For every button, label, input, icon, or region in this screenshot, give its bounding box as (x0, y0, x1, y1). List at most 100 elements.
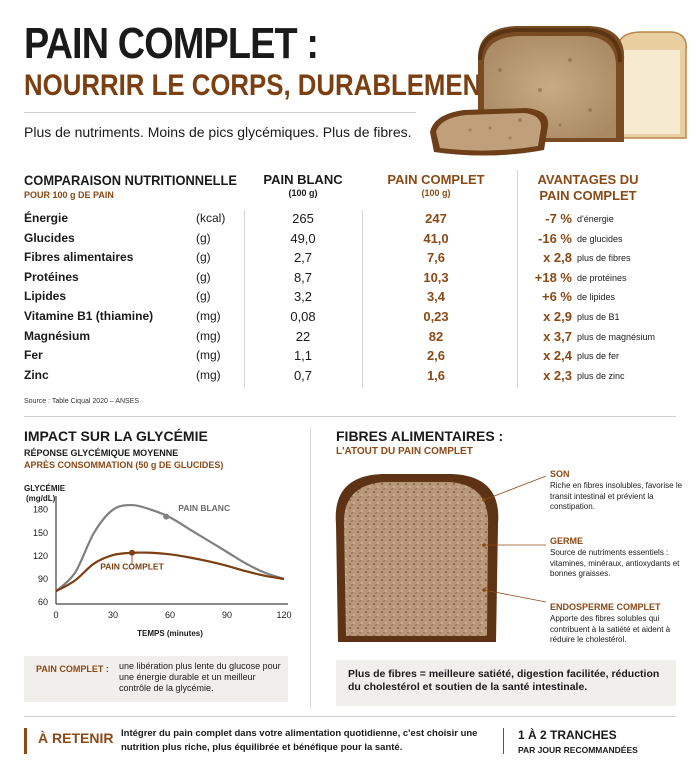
table-cell-whole-bread: 0,23 (423, 309, 449, 324)
table-cell-advantage-value: +18 % (534, 270, 572, 285)
table-row-unit: (g) (196, 270, 211, 284)
table-row-label: Zinc (24, 368, 49, 382)
table-row-label: Protéines (24, 270, 79, 284)
table-cell-white-bread: 0,08 (290, 309, 316, 324)
fibres-callout-text: Plus de fibres = meilleure satiété, dige… (348, 668, 660, 693)
table-per-unit: POUR 100 g DE PAIN (24, 190, 114, 200)
table-row-label: Magnésium (24, 329, 91, 343)
table-row-unit: (mg) (196, 329, 221, 343)
glycemia-callout-label: PAIN COMPLET : (36, 664, 109, 674)
table-cell-advantage-text: plus de zinc (577, 371, 625, 381)
table-row-label: Énergie (24, 211, 69, 225)
table-cell-advantage-value: -16 % (538, 231, 572, 246)
series-label-white-bread: PAIN BLANC (178, 503, 230, 513)
glycemia-chart: GLYCÉMIE (mg/dL) TEMPS (minutes) 60 90 120… (24, 484, 292, 638)
series-line-whole-bread (55, 551, 285, 593)
table-cell-advantage-text: de lipides (577, 292, 616, 302)
table-cell-advantage-value: x 3,7 (543, 329, 572, 344)
glycemia-callout-box (24, 656, 288, 702)
table-row-label: Fer (24, 348, 43, 362)
fibres-title: FIBRES ALIMENTAIRES : (336, 428, 504, 444)
fibre-part-text: Source de nutriments essentiels : vitami… (550, 548, 680, 578)
table-cell-white-bread: 3,2 (293, 289, 313, 304)
source-note: Source : Table Ciqual 2020 – ANSES (24, 398, 140, 405)
x-tick-label: 30 (108, 610, 118, 620)
series-marker (163, 513, 170, 520)
divider (24, 416, 676, 417)
table-cell-advantage-text: d'énergie (577, 214, 614, 224)
y-tick-label: 90 (38, 574, 48, 584)
fibre-part-text: Apporte des fibres solubles qui contribu… (550, 614, 671, 644)
table-cell-whole-bread: 7,6 (426, 250, 446, 265)
table-cell-white-bread: 49,0 (290, 231, 316, 246)
x-tick-label: 0 (53, 610, 58, 620)
bread-slice-illustration (335, 474, 499, 642)
table-cell-advantage-text: de protéines (577, 273, 627, 283)
table-cell-white-bread: 2,7 (293, 250, 313, 265)
key-takeaway-text: Intégrer du pain complet dans votre alim… (121, 728, 478, 753)
table-cell-white-bread: 8,7 (293, 270, 313, 285)
series-marker (129, 549, 135, 556)
table-cell-whole-bread: 247 (425, 211, 447, 226)
table-row-unit: (g) (196, 250, 211, 264)
table-cell-white-bread: 0,7 (293, 368, 313, 383)
y-tick-label: 150 (33, 528, 48, 538)
annotation-leader-lines (482, 475, 547, 603)
recommendation-subtext: PAR JOUR RECOMMANDÉES (518, 745, 638, 755)
table-row-label: Fibres alimentaires (24, 250, 134, 264)
table-cell-advantage-text: plus de fer (577, 351, 620, 361)
y-tick-label: 180 (33, 505, 48, 515)
table-cell-advantage-value: x 2,9 (543, 309, 572, 324)
column-divider (517, 170, 518, 388)
table-cell-white-bread: 22 (295, 329, 311, 344)
table-cell-advantage-text: plus de B1 (577, 312, 620, 322)
page-title: PAIN COMPLET : (24, 19, 319, 68)
table-cell-advantage-value: x 2,3 (543, 368, 572, 383)
table-row-unit: (g) (196, 289, 211, 303)
table-cell-advantage-value: +6 % (542, 289, 572, 304)
table-row-unit: (mg) (196, 368, 221, 382)
fibre-part-heading: SON (550, 469, 570, 479)
table-cell-whole-bread: 10,3 (423, 270, 449, 285)
table-cell-whole-bread: 2,6 (426, 348, 446, 363)
glycemia-callout-text: une libération plus lente du glucose pou… (119, 661, 281, 693)
column-divider (362, 210, 363, 388)
table-cell-advantage-text: plus de magnésium (577, 332, 656, 342)
table-cell-whole-bread: 1,6 (426, 368, 446, 383)
glycemia-title: IMPACT SUR LA GLYCÉMIE (24, 428, 208, 444)
table-row-unit: (kcal) (196, 211, 226, 225)
column-divider (244, 210, 245, 388)
y-axis-unit: (mg/dL) (26, 494, 56, 503)
glycemia-subtitle: RÉPONSE GLYCÉMIQUE MOYENNE (24, 448, 179, 458)
col-subheader-whole: (100 g) (421, 188, 451, 198)
fibre-part-heading: GERME (550, 536, 584, 546)
x-tick-label: 120 (276, 610, 291, 620)
fibre-part-heading: ENDOSPERME COMPLET (550, 602, 661, 612)
y-tick-label: 60 (38, 597, 48, 607)
table-cell-whole-bread: 41,0 (423, 231, 449, 246)
page-subtitle: NOURRIR LE CORPS, DURABLEMENT (24, 69, 498, 102)
col-subheader-white: (100 g) (288, 188, 318, 198)
bread-loaf-illustration (430, 26, 687, 156)
table-row-unit: (mg) (196, 309, 221, 323)
glycemia-subtitle-2: APRÈS CONSOMMATION (50 g DE GLUCIDES) (24, 460, 224, 470)
tagline: Plus de nutriments. Moins de pics glycém… (24, 124, 412, 140)
col-header-white: PAIN BLANC (263, 172, 343, 187)
y-tick-label: 120 (33, 551, 48, 561)
key-takeaway-label: À RETENIR (38, 730, 114, 746)
section-divider (310, 428, 311, 708)
y-axis-label: GLYCÉMIE (24, 484, 66, 493)
table-row-label: Vitamine B1 (thiamine) (24, 309, 154, 323)
x-tick-label: 60 (165, 610, 175, 620)
table-cell-white-bread: 265 (292, 211, 314, 226)
col-header-advantages-line1: AVANTAGES DU (537, 172, 639, 187)
table-cell-whole-bread: 82 (428, 329, 444, 344)
fibres-subtitle: L'ATOUT DU PAIN COMPLET (336, 446, 473, 457)
table-row-unit: (mg) (196, 348, 221, 362)
table-cell-advantage-value: -7 % (545, 211, 572, 226)
divider (24, 112, 416, 113)
table-row-label: Lipides (24, 289, 67, 303)
table-cell-advantage-text: de glucides (577, 234, 623, 244)
table-cell-advantage-text: plus de fibres (577, 253, 631, 263)
table-cell-advantage-value: x 2,4 (543, 348, 572, 363)
